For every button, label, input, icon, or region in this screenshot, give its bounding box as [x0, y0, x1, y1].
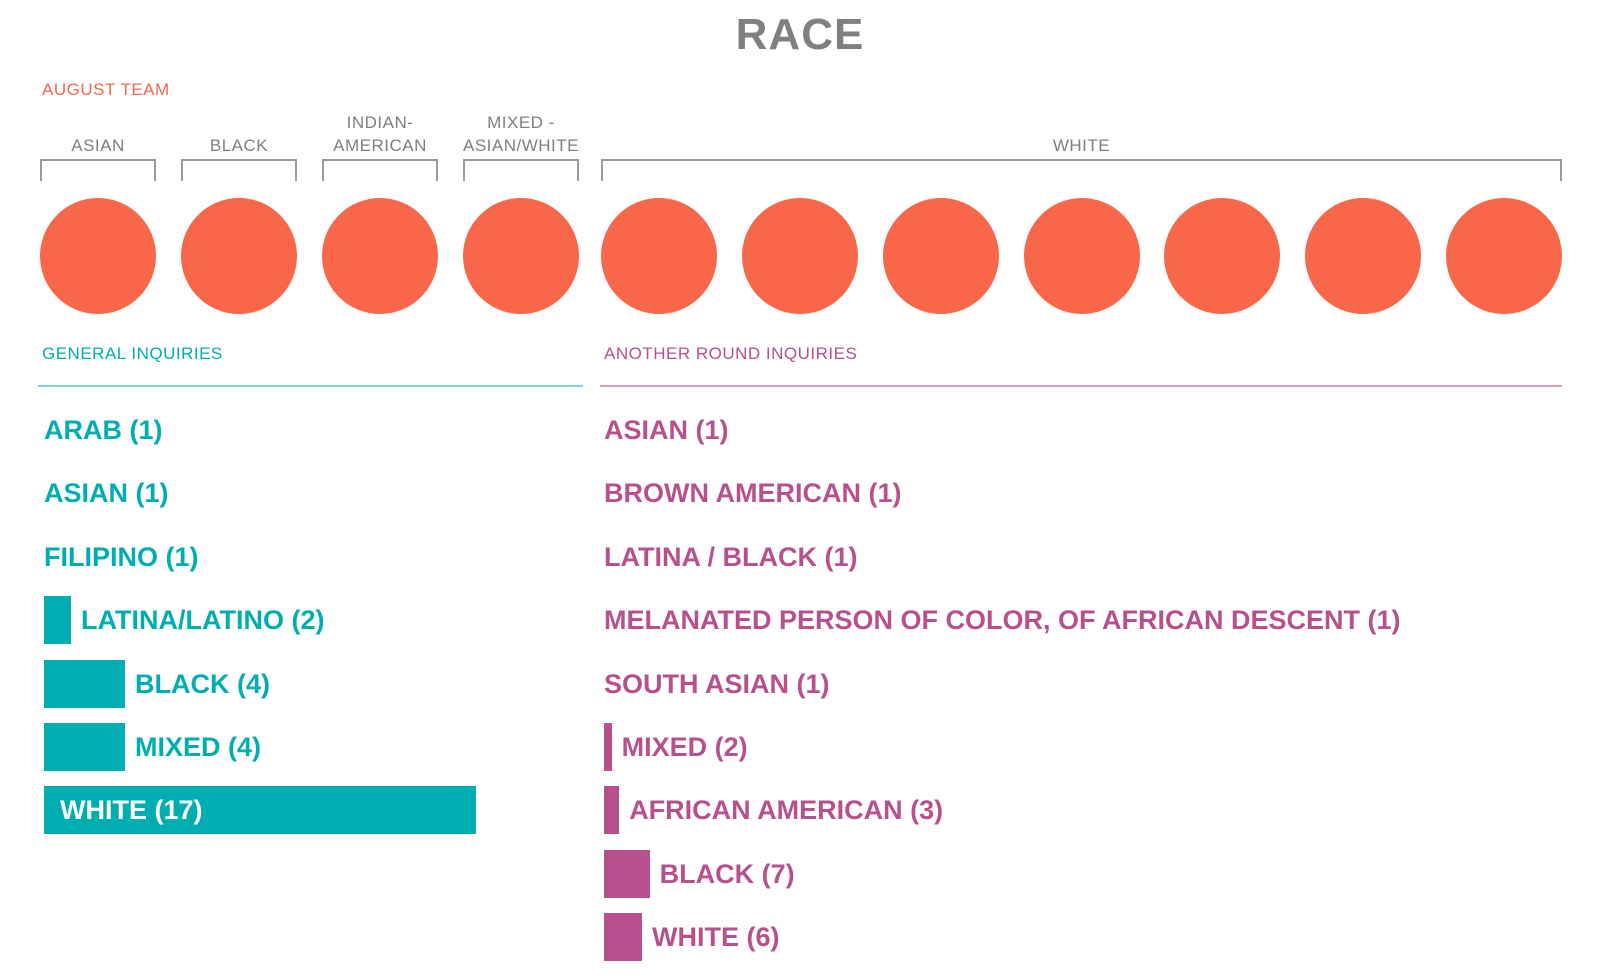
august-team-label: AUGUST TEAM: [42, 80, 170, 99]
team-group-bracket: [601, 159, 1562, 181]
chart-title: RACE: [735, 10, 865, 59]
bar: [604, 850, 650, 898]
team-group: ASIAN: [40, 108, 156, 183]
team-member-dot: [601, 198, 717, 314]
bar-label: WHITE (17): [60, 795, 203, 825]
bar-label: MELANATED PERSON OF COLOR, OF AFRICAN DE…: [604, 605, 1401, 635]
team-member-dot: [181, 198, 297, 314]
team-member-dot: [883, 198, 999, 314]
bar: [44, 723, 125, 771]
bar-label: ARAB (1): [44, 415, 163, 445]
bar: [604, 786, 620, 834]
bar-label: SOUTH ASIAN (1): [604, 669, 830, 699]
team-group-label: INDIAN- AMERICAN: [333, 113, 427, 155]
bar-label: BROWN AMERICAN (1): [604, 478, 902, 508]
team-member-dot: [1164, 198, 1280, 314]
bar-label: MIXED (4): [135, 732, 262, 762]
team-member-dot: [322, 198, 438, 314]
bar-label: BLACK (4): [135, 669, 270, 699]
bar-label: FILIPINO (1): [44, 542, 199, 572]
team-group-bracket: [463, 159, 579, 181]
team-member-dot: [463, 198, 579, 314]
team-group-label: BLACK: [209, 136, 269, 155]
general-inquiries-rule: [38, 385, 583, 387]
bar: [604, 723, 612, 771]
team-member-dot: [1024, 198, 1140, 314]
bar: [44, 660, 125, 708]
team-group-bracket: [40, 159, 156, 181]
bar-label: ASIAN (1): [44, 478, 169, 508]
team-group-label: WHITE: [1052, 136, 1111, 155]
another-round-inquiries-rule: [600, 385, 1562, 387]
team-member-dot: [742, 198, 858, 314]
team-group: WHITE: [601, 108, 1562, 183]
team-member-dot: [1446, 198, 1562, 314]
bar: [604, 913, 642, 961]
team-group-label: ASIAN: [71, 136, 125, 155]
team-group: INDIAN- AMERICAN: [322, 108, 438, 183]
bar-label: WHITE (6): [652, 922, 780, 952]
bar: [44, 596, 71, 644]
another-round-inquiries-header: ANOTHER ROUND INQUIRIES: [604, 344, 858, 363]
team-member-dot: [40, 198, 156, 314]
bar-label: BLACK (7): [659, 859, 795, 889]
bar-label: MIXED (2): [621, 732, 748, 762]
bar-label: ASIAN (1): [604, 415, 729, 445]
team-group: MIXED - ASIAN/WHITE: [463, 108, 579, 183]
team-group-bracket: [181, 159, 297, 181]
bar-label: LATINA / BLACK (1): [604, 542, 858, 572]
bar-label: LATINA/LATINO (2): [81, 605, 325, 635]
bar-label: AFRICAN AMERICAN (3): [629, 795, 944, 825]
team-group-bracket: [322, 159, 438, 181]
team-group-label: MIXED - ASIAN/WHITE: [463, 113, 580, 155]
general-inquiries-header: GENERAL INQUIRIES: [42, 344, 223, 363]
team-member-dot: [1305, 198, 1421, 314]
team-group: BLACK: [181, 108, 297, 183]
bar: [44, 786, 476, 834]
